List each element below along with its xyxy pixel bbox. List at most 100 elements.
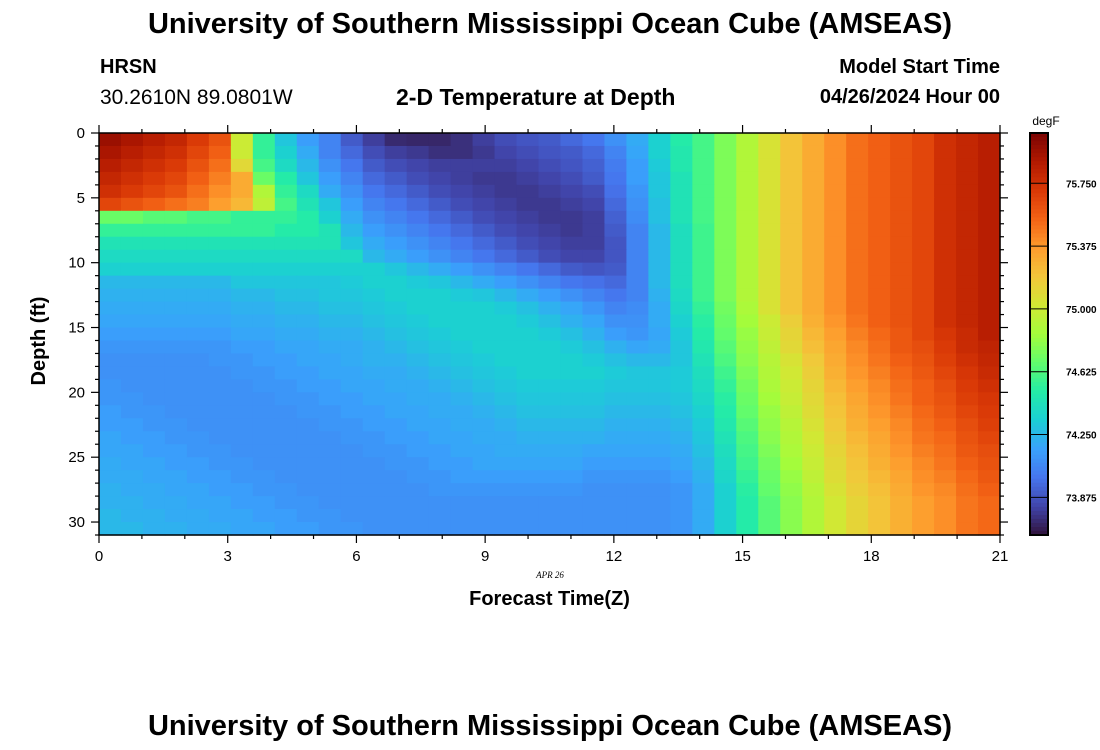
colorbar-segment: [1030, 177, 1048, 182]
heatmap-cell: [560, 379, 584, 393]
heatmap-cell: [230, 470, 254, 484]
heatmap-cell: [802, 133, 825, 147]
heatmap-cell: [274, 236, 298, 251]
heatmap-cell: [208, 301, 232, 316]
heatmap-cell: [142, 522, 166, 536]
heatmap-cell: [406, 470, 430, 484]
heatmap-cell: [626, 418, 649, 432]
heatmap-cell: [978, 301, 1001, 316]
heatmap-cell: [692, 444, 715, 458]
heatmap-cell: [736, 158, 759, 173]
heatmap-cell: [362, 405, 386, 419]
heatmap-cell: [868, 392, 891, 406]
heatmap-cell: [406, 301, 430, 316]
heatmap-cell: [538, 522, 562, 536]
x-tick-label: 15: [734, 548, 751, 565]
heatmap-cell: [406, 171, 430, 186]
heatmap-cell: [736, 301, 759, 316]
colorbar-tick-label: 75.000: [1066, 305, 1097, 316]
heatmap-cell: [252, 509, 276, 523]
heatmap-cell: [472, 457, 496, 471]
heatmap-cell: [164, 236, 188, 251]
heatmap-cell: [516, 444, 540, 458]
heatmap-cell: [120, 197, 144, 212]
heatmap-cell: [142, 223, 166, 238]
heatmap-cell: [582, 431, 606, 445]
heatmap-cell: [274, 327, 298, 342]
heatmap-cell: [846, 236, 869, 251]
heatmap-cell: [318, 483, 342, 497]
heatmap-cell: [736, 314, 759, 329]
colorbar-segment: [1030, 277, 1048, 283]
heatmap-cell: [494, 470, 518, 484]
heatmap-cell: [428, 288, 452, 303]
heatmap-cell: [736, 184, 759, 199]
heatmap-cell: [626, 457, 649, 471]
heatmap-cell: [934, 327, 957, 342]
heatmap-cell: [736, 223, 759, 238]
heatmap-cell: [626, 509, 649, 523]
colorbar-segment: [1030, 189, 1048, 194]
heatmap-cell: [362, 184, 386, 199]
heatmap-cell: [802, 418, 825, 432]
heatmap-cell: [208, 288, 232, 303]
heatmap-cell: [648, 327, 671, 342]
heatmap-cell: [648, 158, 671, 173]
heatmap-cell: [648, 184, 671, 199]
heatmap-cell: [208, 145, 232, 160]
heatmap-cell: [714, 223, 737, 238]
heatmap-cell: [846, 158, 869, 173]
heatmap-cell: [956, 249, 979, 264]
heatmap-cell: [560, 275, 584, 290]
heatmap-cell: [626, 249, 649, 264]
heatmap-cell: [318, 340, 342, 355]
heatmap-cell: [274, 262, 298, 277]
model-start-label: Model Start Time: [839, 56, 1000, 78]
heatmap-cell: [736, 262, 759, 277]
heatmap-cell: [582, 223, 606, 238]
heatmap-cell: [560, 483, 584, 497]
heatmap-cell: [384, 340, 408, 355]
heatmap-cell: [99, 405, 122, 419]
heatmap-cell: [956, 392, 979, 406]
heatmap-cell: [516, 327, 540, 342]
heatmap-cell: [912, 444, 935, 458]
heatmap-cell: [758, 236, 781, 251]
heatmap-cell: [934, 483, 957, 497]
heatmap-cell: [142, 327, 166, 342]
heatmap-cell: [978, 470, 1001, 484]
heatmap-cell: [780, 133, 803, 147]
heatmap-cell: [846, 522, 869, 536]
heatmap-cell: [340, 405, 364, 419]
heatmap-cell: [736, 249, 759, 264]
heatmap-cell: [692, 457, 715, 471]
heatmap-cell: [494, 158, 518, 173]
heatmap-cell: [912, 353, 935, 368]
heatmap-cell: [670, 327, 693, 342]
heatmap-cell: [868, 236, 891, 251]
colorbar-segment: [1030, 281, 1048, 287]
heatmap-cell: [538, 470, 562, 484]
heatmap-cell: [890, 353, 913, 368]
heatmap-cell: [120, 145, 144, 160]
heatmap-cell: [560, 133, 584, 147]
heatmap-cell: [736, 340, 759, 355]
heatmap-cell: [472, 223, 496, 238]
heatmap-cell: [978, 145, 1001, 160]
heatmap-cell: [956, 353, 979, 368]
heatmap-cell: [516, 236, 540, 251]
heatmap-cell: [912, 133, 935, 147]
colorbar-segment: [1030, 197, 1048, 202]
heatmap-cell: [120, 236, 144, 251]
heatmap-cell: [648, 288, 671, 303]
heatmap-cell: [494, 210, 518, 225]
colorbar-segment: [1030, 482, 1048, 488]
heatmap-cell: [978, 288, 1001, 303]
heatmap-cell: [99, 145, 122, 160]
plot-frame: [98, 132, 1001, 536]
heatmap-cell: [890, 197, 913, 212]
heatmap-cell: [582, 171, 606, 186]
heatmap-cell: [868, 457, 891, 471]
heatmap-cell: [802, 171, 825, 186]
x-tick-label: 0: [95, 548, 103, 565]
